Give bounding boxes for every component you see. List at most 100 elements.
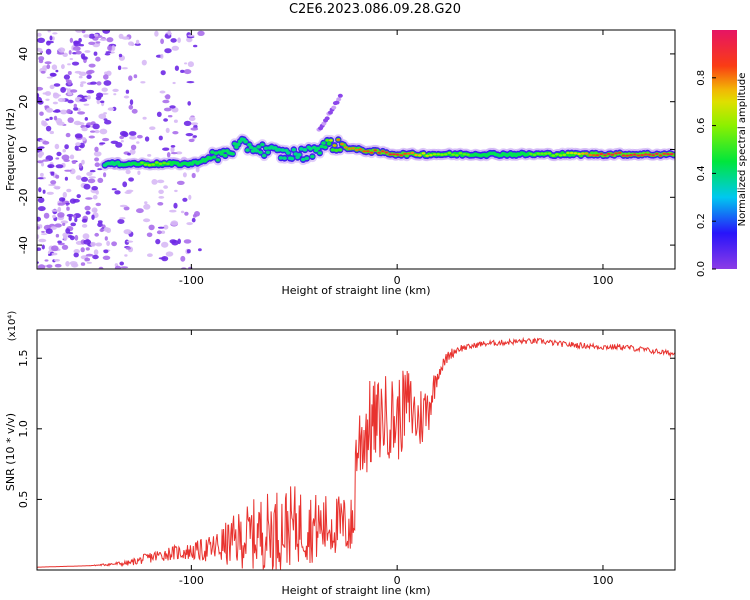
x-axis-label: Height of straight line (km)	[281, 284, 430, 297]
noise-speck	[61, 154, 70, 161]
noise-speck	[69, 154, 75, 160]
noise-speck	[72, 46, 81, 51]
y-tick-label: 20	[17, 95, 30, 109]
noise-speck	[99, 142, 106, 145]
noise-speck	[56, 121, 65, 126]
noise-speck	[60, 109, 68, 115]
noise-speck	[130, 144, 137, 150]
noise-speck	[88, 63, 96, 68]
noise-speck	[113, 93, 117, 96]
noise-speck	[126, 189, 134, 193]
noise-speck	[102, 30, 111, 34]
noise-speck	[119, 261, 124, 266]
noise-speck	[125, 89, 130, 94]
x-tick-label: -100	[179, 574, 204, 587]
noise-speck	[103, 74, 109, 80]
signal-peak	[362, 150, 367, 153]
signal-core	[210, 150, 215, 154]
noise-speck	[125, 246, 131, 250]
noise-speck	[52, 92, 60, 99]
signal-peak	[166, 162, 170, 165]
colorbar-tick-label: 0.8	[696, 70, 707, 86]
signal-peak	[462, 153, 467, 156]
colorbar-tick-label: 0.4	[696, 165, 707, 181]
signal-core	[232, 142, 237, 146]
noise-speck	[86, 89, 95, 94]
noise-speck	[46, 108, 51, 112]
noise-speck	[197, 30, 205, 36]
noise-speck	[160, 53, 164, 59]
noise-speck	[149, 126, 156, 130]
signal-peak	[410, 151, 415, 154]
noise-speck	[78, 162, 83, 169]
noise-speck	[111, 188, 117, 191]
noise-speck	[96, 92, 104, 98]
noise-speck	[65, 202, 70, 205]
noise-speck	[84, 117, 89, 121]
noise-speck	[74, 234, 79, 241]
noise-speck	[86, 261, 92, 264]
y-axis-label: SNR (10 * v/v)	[4, 413, 17, 491]
noise-speck	[92, 194, 98, 200]
noise-speck	[82, 137, 86, 142]
noise-speck	[194, 211, 200, 217]
signal-peak	[425, 154, 430, 157]
noise-speck	[74, 217, 78, 223]
noise-speck	[73, 107, 79, 111]
noise-speck	[163, 107, 172, 112]
signal-core	[308, 147, 313, 151]
noise-speck	[70, 222, 76, 227]
noise-speck	[180, 255, 186, 262]
signal-core	[208, 156, 213, 160]
noise-speck	[95, 56, 101, 62]
signal-peak	[377, 151, 381, 154]
noise-speck	[186, 249, 191, 254]
signal-peak	[640, 154, 644, 157]
signal-peak	[581, 152, 585, 155]
noise-speck	[65, 228, 71, 234]
noise-speck	[53, 83, 61, 87]
noise-speck	[78, 75, 83, 79]
signal-core	[243, 139, 248, 144]
noise-speck	[60, 220, 69, 224]
signal-peak	[451, 153, 455, 156]
noise-speck	[38, 146, 45, 149]
bottom-plot-frame	[36, 329, 676, 571]
noise-speck	[37, 234, 40, 240]
noise-speck	[102, 137, 110, 142]
noise-speck	[38, 187, 42, 193]
y-tick-label: 1.5	[17, 349, 30, 367]
signal-core	[256, 145, 262, 149]
noise-speck	[50, 180, 57, 185]
signal-peak	[414, 153, 418, 157]
noise-speck	[51, 252, 58, 256]
noise-speck	[37, 206, 46, 212]
noise-speck	[63, 235, 67, 241]
signal-peak	[662, 152, 667, 155]
noise-speck	[37, 32, 42, 37]
noise-speck	[69, 168, 76, 175]
y-axis-multiplier: (x10⁴)	[7, 311, 18, 342]
noise-speck	[99, 128, 108, 135]
noise-speck	[103, 172, 107, 178]
signal-peak	[455, 154, 459, 157]
noise-speck	[106, 240, 110, 246]
noise-speck	[66, 206, 70, 211]
noise-speck	[87, 178, 96, 184]
noise-speck	[121, 36, 130, 40]
noise-speck	[112, 88, 119, 92]
noise-speck	[167, 115, 173, 118]
noise-speck	[119, 135, 125, 140]
noise-speck	[158, 135, 163, 141]
noise-speck	[97, 222, 103, 228]
noise-speck	[119, 204, 128, 208]
noise-speck	[64, 176, 68, 181]
y-tick-label: -20	[17, 188, 30, 206]
signal-peak	[403, 152, 407, 155]
noise-speck	[161, 241, 169, 248]
noise-speck	[37, 197, 45, 204]
noise-speck	[45, 48, 52, 55]
noise-speck	[106, 37, 114, 43]
noise-speck	[182, 172, 187, 178]
signal-core	[278, 156, 284, 160]
